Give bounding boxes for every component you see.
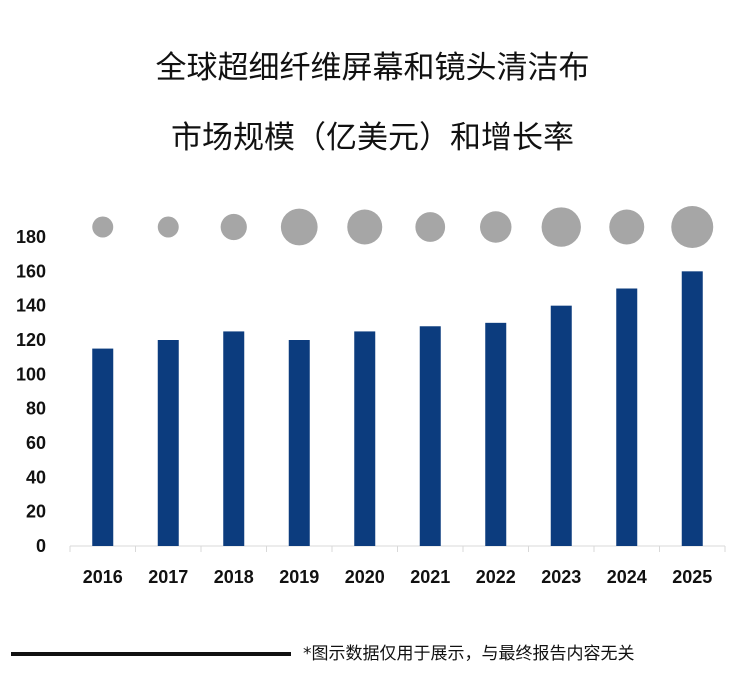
y-tick-label: 120: [16, 330, 46, 350]
y-tick-label: 80: [26, 399, 46, 419]
y-axis-ticks: 0 20 40 60 80 100 120 140 160 180: [16, 227, 46, 556]
growth-circle-2019: [280, 208, 318, 246]
x-tick-label: 2025: [672, 567, 712, 587]
growth-circle-2017: [157, 216, 179, 238]
bar-2016: [92, 348, 114, 546]
y-tick-label: 40: [26, 467, 46, 487]
y-tick-label: 20: [26, 502, 46, 522]
growth-circle-2023: [541, 207, 581, 247]
growth-circle-2022: [480, 211, 512, 243]
bar-2025: [681, 271, 703, 546]
bar-2023: [550, 305, 572, 546]
bar-2024: [616, 288, 638, 546]
footer-note: *图示数据仅用于展示，与最终报告内容无关: [303, 644, 635, 664]
footer-divider: [11, 652, 291, 656]
chart-title-line1: 全球超细纤维屏幕和镜头清洁布: [155, 50, 590, 86]
bar-series: [92, 271, 703, 546]
x-tick-marks: [69, 546, 726, 552]
growth-rate-circles: [92, 206, 714, 248]
x-tick-label: 2020: [345, 567, 385, 587]
y-tick-label: 60: [26, 433, 46, 453]
bar-2020: [354, 331, 376, 546]
bar-2019: [288, 340, 310, 546]
growth-circle-2025: [671, 206, 714, 248]
bar-2022: [485, 322, 507, 546]
x-tick-label: 2016: [83, 567, 123, 587]
growth-circle-2021: [415, 212, 446, 242]
x-axis-ticks: 2016 2017 2018 2019 2020 2021 2022 2023 2024 2025: [83, 567, 713, 587]
growth-circle-2024: [609, 209, 645, 245]
x-tick-label: 2024: [607, 567, 647, 587]
y-tick-label: 100: [16, 364, 46, 384]
bar-2018: [223, 331, 245, 546]
bar-2021: [419, 326, 441, 546]
y-tick-label: 160: [16, 261, 46, 281]
growth-circle-2016: [92, 216, 114, 238]
y-tick-label: 0: [36, 536, 46, 556]
x-tick-label: 2017: [148, 567, 188, 587]
x-tick-label: 2022: [476, 567, 516, 587]
x-tick-label: 2021: [410, 567, 450, 587]
x-tick-label: 2019: [279, 567, 319, 587]
growth-circle-2018: [220, 213, 247, 241]
x-tick-label: 2023: [541, 567, 581, 587]
y-tick-label: 140: [16, 296, 46, 316]
growth-circle-2020: [347, 209, 383, 245]
bar-2017: [157, 340, 179, 546]
y-tick-label: 180: [16, 227, 46, 247]
x-tick-label: 2018: [214, 567, 254, 587]
chart-title-line2: 市场规模（亿美元）和增长率: [171, 120, 574, 156]
